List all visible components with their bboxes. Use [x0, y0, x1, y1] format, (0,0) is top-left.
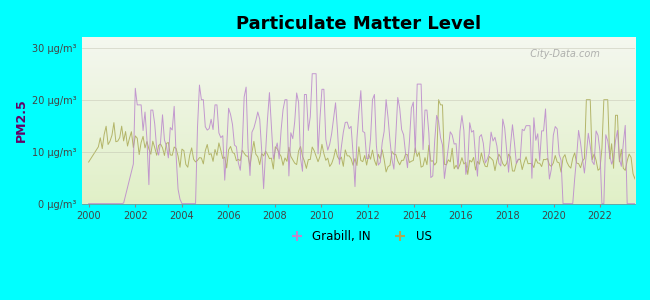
Text: City-Data.com: City-Data.com — [525, 49, 600, 59]
Title: Particulate Matter Level: Particulate Matter Level — [236, 15, 481, 33]
Legend: Grabill, IN, US: Grabill, IN, US — [280, 225, 436, 248]
Y-axis label: PM2.5: PM2.5 — [15, 99, 28, 142]
